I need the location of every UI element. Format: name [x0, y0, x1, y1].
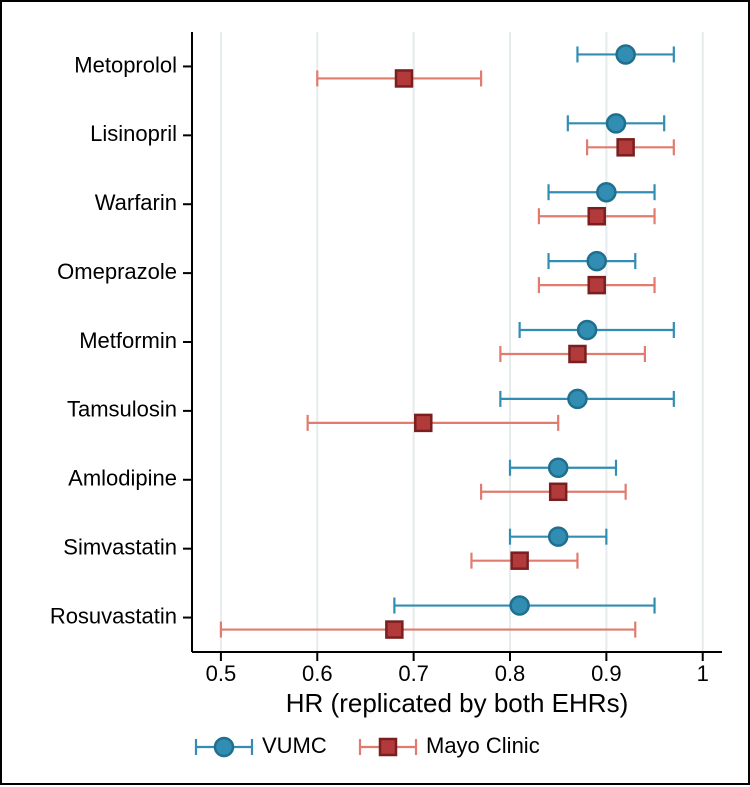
ci-point	[587, 139, 674, 155]
series-vumc	[394, 45, 673, 614]
ci-point	[539, 208, 655, 224]
marker-circle	[597, 183, 615, 201]
marker-circle	[578, 321, 596, 339]
ci-point	[471, 553, 577, 569]
x-axis: 0.5 0.6 0.7 0.8 0.9 1 HR (replicated by both E…	[192, 652, 722, 718]
ci-point	[510, 528, 606, 546]
y-tick-label: Rosuvastatin	[50, 603, 177, 628]
y-tick-label: Tamsulosin	[67, 397, 177, 422]
marker-square	[569, 346, 585, 362]
ci-point	[577, 45, 673, 63]
legend: VUMC Mayo Clinic	[196, 733, 540, 758]
y-tick-label: Omeprazole	[57, 259, 177, 284]
y-tick-label: Metoprolol	[74, 52, 177, 77]
ci-point	[568, 114, 664, 132]
forest-plot-svg: Metoprolol Lisinopril Warfarin Omeprazole Me…	[2, 2, 750, 787]
marker-square	[618, 139, 634, 155]
ci-point	[500, 390, 673, 408]
gridlines	[221, 32, 703, 652]
marker-square	[589, 277, 605, 293]
chart-frame: Metoprolol Lisinopril Warfarin Omeprazole Me…	[0, 0, 750, 785]
y-tick-label: Warfarin	[95, 190, 177, 215]
ci-point	[549, 252, 636, 270]
x-axis-label: HR (replicated by both EHRs)	[286, 688, 628, 718]
ci-point	[500, 346, 645, 362]
marker-circle	[511, 597, 529, 615]
x-tick-label: 0.7	[398, 661, 429, 686]
marker-square	[512, 553, 528, 569]
marker-circle	[588, 252, 606, 270]
marker-circle	[617, 45, 635, 63]
y-axis: Metoprolol Lisinopril Warfarin Omeprazole Me…	[50, 32, 192, 652]
legend-label: Mayo Clinic	[426, 733, 540, 758]
y-tick-label: Amlodipine	[68, 466, 177, 491]
ci-point	[221, 622, 635, 638]
ci-point	[539, 277, 655, 293]
legend-marker-circle	[215, 738, 233, 756]
y-tick-label: Simvastatin	[63, 534, 177, 559]
y-tick-label: Metformin	[79, 328, 177, 353]
marker-square	[396, 70, 412, 86]
marker-square	[589, 208, 605, 224]
marker-circle	[549, 528, 567, 546]
ci-point	[481, 484, 626, 500]
marker-square	[550, 484, 566, 500]
marker-circle	[607, 114, 625, 132]
x-tick-label: 1	[697, 661, 709, 686]
ci-point	[394, 597, 654, 615]
legend-marker-square	[380, 739, 396, 755]
marker-circle	[549, 459, 567, 477]
marker-square	[386, 622, 402, 638]
ci-point	[520, 321, 674, 339]
ci-point	[308, 415, 559, 431]
marker-circle	[568, 390, 586, 408]
x-tick-label: 0.9	[591, 661, 622, 686]
legend-label: VUMC	[262, 733, 327, 758]
x-tick-label: 0.6	[302, 661, 333, 686]
ci-point	[549, 183, 655, 201]
ci-point	[510, 459, 616, 477]
marker-square	[415, 415, 431, 431]
x-tick-label: 0.8	[495, 661, 526, 686]
x-tick-label: 0.5	[206, 661, 237, 686]
ci-point	[317, 70, 481, 86]
y-tick-label: Lisinopril	[90, 121, 177, 146]
